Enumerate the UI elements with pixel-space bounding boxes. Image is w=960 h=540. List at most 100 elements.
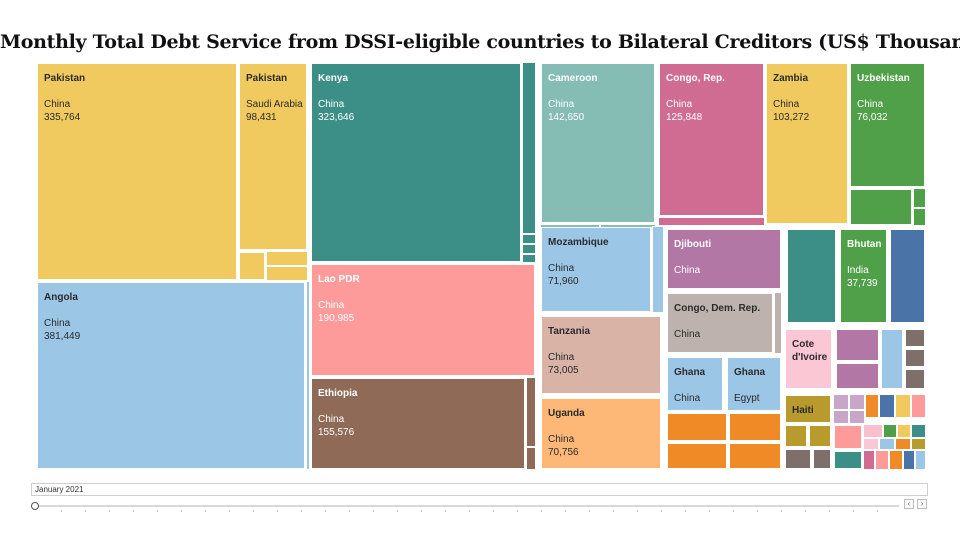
tile-label: Pakistan Saudi Arabia 98,431 — [246, 72, 303, 124]
tile-creditor: China — [674, 393, 701, 404]
treemap-tile[interactable] — [266, 266, 308, 281]
treemap-tile[interactable] — [895, 438, 911, 450]
slider-tick — [205, 510, 206, 512]
slider-tick — [541, 510, 542, 512]
treemap-tile[interactable] — [786, 228, 837, 324]
treemap-tile[interactable] — [306, 281, 310, 470]
treemap-tile[interactable]: Uganda China 70,756 — [540, 397, 662, 470]
treemap-tile[interactable]: Ethiopia China 155,576 — [310, 377, 526, 470]
treemap-tile[interactable]: Congo, Rep. China 125,848 — [658, 62, 765, 217]
treemap-tile[interactable]: Ghana Egypt — [726, 356, 782, 412]
treemap-tile[interactable] — [728, 442, 782, 470]
treemap-tile[interactable] — [658, 217, 765, 226]
treemap-tile[interactable] — [913, 188, 926, 208]
tile-label: Congo, Dem. Rep. China — [674, 302, 769, 341]
treemap-tile[interactable] — [904, 328, 926, 348]
step-back-button[interactable]: ‹ — [904, 499, 914, 509]
treemap-tile[interactable] — [266, 251, 308, 266]
treemap-tile[interactable] — [812, 448, 832, 470]
treemap-tile[interactable] — [880, 328, 904, 390]
treemap-tile[interactable]: Cameroon China 142,650 — [540, 62, 656, 224]
slider-track[interactable] — [35, 505, 899, 507]
treemap-tile[interactable] — [875, 450, 889, 470]
treemap-tile[interactable] — [784, 424, 808, 448]
slider-tick — [733, 510, 734, 512]
treemap-tile[interactable] — [913, 208, 926, 226]
treemap-tile[interactable] — [833, 450, 863, 470]
treemap-tile[interactable] — [904, 348, 926, 368]
treemap-tile[interactable] — [883, 424, 897, 438]
treemap-tile[interactable]: Kenya China 323,646 — [310, 62, 522, 263]
treemap-tile[interactable] — [666, 412, 728, 442]
tile-creditor: China — [548, 263, 575, 274]
treemap-tile[interactable] — [522, 62, 536, 234]
treemap-tile[interactable] — [889, 450, 903, 470]
treemap-tile[interactable]: Haiti — [784, 394, 832, 424]
slider-handle[interactable] — [31, 502, 39, 510]
slider-tick — [445, 510, 446, 512]
treemap-tile[interactable]: Angola China 381,449 — [36, 281, 306, 470]
treemap-tile[interactable] — [238, 251, 266, 281]
treemap-tile[interactable]: Mozambique China 71,960 — [540, 226, 652, 313]
treemap-tile[interactable]: Bhutan India 37,739 — [839, 228, 888, 324]
treemap-tile[interactable] — [897, 424, 911, 438]
treemap-tile[interactable] — [835, 328, 880, 362]
treemap-tile[interactable] — [915, 450, 926, 470]
treemap-tile[interactable] — [522, 244, 536, 254]
treemap-tile[interactable]: Cote d'Ivoire — [784, 328, 833, 390]
slider-tick — [61, 510, 62, 512]
treemap-tile[interactable] — [863, 424, 883, 438]
treemap-tile[interactable] — [833, 410, 849, 424]
treemap-tile[interactable] — [889, 228, 926, 324]
tile-label: Cameroon China 142,650 — [548, 72, 651, 124]
treemap-tile[interactable] — [849, 188, 913, 226]
treemap-tile[interactable]: Tanzania China 73,005 — [540, 315, 662, 395]
treemap-tile[interactable] — [652, 226, 664, 313]
treemap-tile[interactable] — [911, 438, 926, 450]
tile-value: 155,576 — [318, 427, 355, 438]
treemap-tile[interactable] — [879, 438, 895, 450]
treemap-tile[interactable] — [784, 448, 812, 470]
treemap-tile[interactable]: Ghana China — [666, 356, 724, 412]
treemap-tile[interactable] — [728, 412, 782, 442]
treemap-tile[interactable] — [863, 450, 875, 470]
treemap-tile[interactable] — [666, 442, 728, 470]
step-forward-button[interactable]: › — [917, 499, 927, 509]
treemap-tile[interactable] — [522, 234, 536, 244]
treemap-tile[interactable] — [849, 394, 865, 410]
treemap-tile[interactable] — [911, 394, 926, 418]
treemap-tile[interactable] — [835, 362, 880, 390]
treemap-tile[interactable] — [865, 394, 879, 418]
date-filter[interactable]: January 2021 — [31, 483, 928, 496]
tile-creditor: China — [773, 99, 800, 110]
treemap-tile[interactable] — [863, 438, 879, 450]
treemap-tile[interactable] — [808, 424, 832, 448]
treemap-tile[interactable]: Zambia China 103,272 — [765, 62, 849, 225]
treemap-tile[interactable] — [904, 368, 926, 390]
treemap-tile[interactable]: Uzbekistan China 76,032 — [849, 62, 926, 188]
treemap-tile[interactable] — [774, 292, 782, 354]
treemap-tile[interactable] — [849, 410, 865, 424]
treemap-tile[interactable] — [540, 224, 600, 228]
treemap-tile[interactable] — [833, 424, 863, 450]
treemap-tile[interactable]: Djibouti China — [666, 228, 782, 290]
slider-tick — [397, 510, 398, 512]
treemap-tile[interactable] — [522, 254, 536, 263]
treemap-tile[interactable] — [526, 377, 536, 447]
tile-value: 190,985 — [318, 313, 355, 324]
treemap-tile[interactable] — [526, 447, 536, 470]
time-slider[interactable] — [31, 502, 899, 512]
treemap-tile[interactable]: Pakistan Saudi Arabia 98,431 — [238, 62, 308, 251]
tile-creditor: Egypt — [734, 393, 760, 404]
treemap-tile[interactable]: Congo, Dem. Rep. China — [666, 292, 774, 354]
tile-creditor: China — [548, 352, 575, 363]
treemap-tile[interactable] — [600, 224, 656, 228]
treemap-tile[interactable] — [903, 450, 915, 470]
treemap-tile[interactable]: Lao PDR China 190,985 — [310, 263, 536, 377]
tile-creditor: Saudi Arabia — [246, 99, 303, 110]
treemap-tile[interactable] — [895, 394, 911, 418]
treemap-tile[interactable] — [911, 424, 926, 438]
treemap-tile[interactable] — [879, 394, 895, 418]
treemap-tile[interactable] — [833, 394, 849, 410]
treemap-tile[interactable]: Pakistan China 335,764 — [36, 62, 238, 281]
